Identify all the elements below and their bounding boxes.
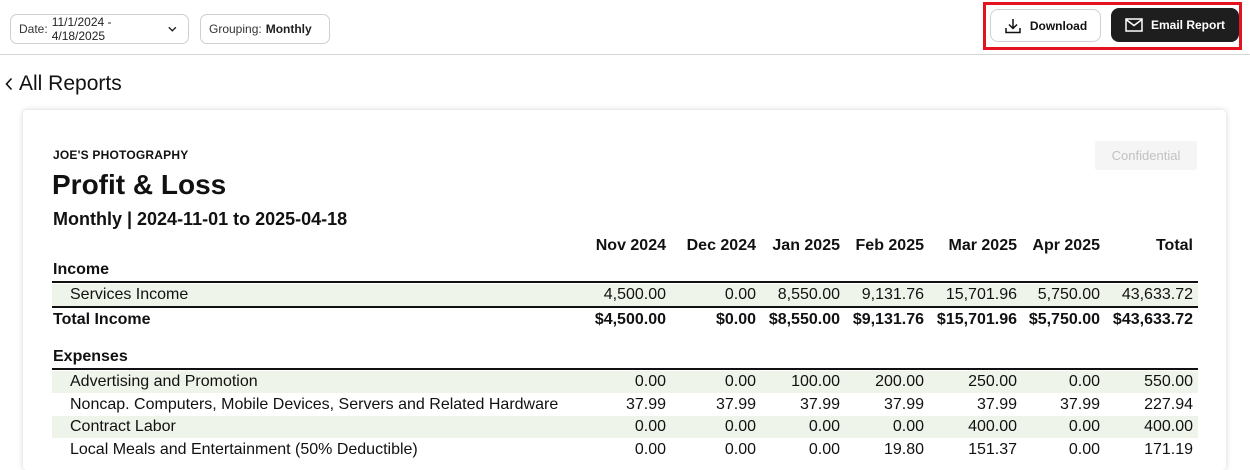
- report-toolbar: Date: 11/1/2024 - 4/18/2025 Grouping: Mo…: [0, 0, 1250, 55]
- download-button[interactable]: Download: [990, 9, 1101, 42]
- table-row: Advertising and Promotion 0.00 0.00 100.…: [52, 371, 1198, 393]
- cell-value: 250.00: [968, 373, 1017, 390]
- envelope-icon: [1125, 18, 1143, 32]
- cell-value: 37.99: [715, 396, 756, 413]
- cell-value: 0.00: [1068, 441, 1100, 458]
- total-value: $9,131.76: [852, 311, 924, 328]
- cell-value: 9,131.76: [861, 286, 924, 303]
- table-row: Services Income 4,500.00 0.00 8,550.00 9…: [52, 284, 1198, 306]
- cell-value: 5,750.00: [1037, 286, 1100, 303]
- highlight-box: [983, 2, 1242, 50]
- report-card: JOE'S PHOTOGRAPHY Profit & Loss Monthly …: [23, 110, 1226, 470]
- cell-value: 43,633.72: [1121, 286, 1193, 303]
- total-value: $0.00: [715, 311, 756, 328]
- all-reports-label: All Reports: [19, 72, 122, 95]
- total-value: $8,550.00: [768, 311, 840, 328]
- email-report-button[interactable]: Email Report: [1111, 8, 1239, 42]
- grouping-filter[interactable]: Grouping: Monthly: [200, 14, 330, 44]
- cell-value: 15,701.96: [945, 286, 1017, 303]
- account-name: Noncap. Computers, Mobile Devices, Serve…: [70, 396, 559, 413]
- cell-value: 4,500.00: [603, 286, 666, 303]
- cell-value: 0.00: [724, 418, 756, 435]
- total-label: Total Income: [53, 311, 151, 328]
- download-icon: [1005, 18, 1021, 33]
- cell-value: 0.00: [634, 441, 666, 458]
- cell-value: 400.00: [1144, 418, 1193, 435]
- cell-value: 550.00: [1144, 373, 1193, 390]
- total-value: $43,633.72: [1112, 311, 1193, 328]
- date-range-filter[interactable]: Date: 11/1/2024 - 4/18/2025: [10, 14, 189, 44]
- grouping-filter-value: Monthly: [265, 22, 312, 36]
- report-subtitle: Monthly | 2024-11-01 to 2025-04-18: [53, 209, 348, 229]
- total-row: Total Income $4,500.00 $0.00 $8,550.00 $…: [52, 309, 1198, 331]
- chevron-down-icon: [168, 26, 177, 32]
- cell-value: 37.99: [1059, 396, 1100, 413]
- email-report-label: Email Report: [1150, 18, 1225, 32]
- account-name: Advertising and Promotion: [70, 373, 258, 390]
- column-header: Jan 2025: [772, 237, 840, 254]
- cell-value: 37.99: [883, 396, 924, 413]
- column-header: Feb 2025: [855, 237, 924, 254]
- total-divider: [52, 306, 1198, 308]
- cell-value: 100.00: [791, 373, 840, 390]
- grouping-filter-label: Grouping:: [209, 22, 262, 36]
- cell-value: 0.00: [634, 373, 666, 390]
- table-row: Contract Labor 0.00 0.00 0.00 0.00 400.0…: [52, 416, 1198, 438]
- total-value: $4,500.00: [594, 311, 666, 328]
- all-reports-link[interactable]: All Reports: [5, 72, 122, 96]
- cell-value: 37.99: [799, 396, 840, 413]
- column-header: Apr 2025: [1032, 237, 1100, 254]
- cell-value: 19.80: [883, 441, 924, 458]
- cell-value: 0.00: [724, 373, 756, 390]
- cell-value: 8,550.00: [777, 286, 840, 303]
- cell-value: 171.19: [1144, 441, 1193, 458]
- total-value: $15,701.96: [936, 311, 1017, 328]
- cell-value: 200.00: [875, 373, 924, 390]
- table-row: Local Meals and Entertainment (50% Deduc…: [52, 439, 1198, 461]
- table-row: Noncap. Computers, Mobile Devices, Serve…: [52, 394, 1198, 416]
- cell-value: 227.94: [1144, 396, 1193, 413]
- company-name: JOE'S PHOTOGRAPHY: [53, 148, 189, 162]
- cell-value: 0.00: [808, 418, 840, 435]
- account-name: Services Income: [70, 286, 189, 303]
- column-header: Dec 2024: [686, 237, 756, 254]
- expenses-heading: Expenses: [53, 348, 128, 365]
- date-filter-label: Date:: [19, 22, 48, 36]
- report-title: Profit & Loss: [52, 169, 227, 200]
- cell-value: 400.00: [968, 418, 1017, 435]
- column-header: Total: [1155, 237, 1193, 254]
- cell-value: 0.00: [724, 286, 756, 303]
- download-label: Download: [1029, 18, 1088, 33]
- cell-value: 37.99: [976, 396, 1017, 413]
- cell-value: 0.00: [634, 418, 666, 435]
- date-filter-value: 11/1/2024 - 4/18/2025: [51, 15, 112, 43]
- total-value: $5,750.00: [1028, 311, 1100, 328]
- column-header: Mar 2025: [948, 237, 1018, 254]
- cell-value: 0.00: [1068, 373, 1100, 390]
- account-name: Local Meals and Entertainment (50% Deduc…: [70, 441, 418, 458]
- section-divider: [52, 368, 1198, 370]
- confidential-badge: Confidential: [1095, 141, 1197, 170]
- section-divider: [52, 281, 1198, 283]
- income-heading: Income: [53, 261, 110, 278]
- column-header: Nov 2024: [595, 237, 666, 254]
- cell-value: 0.00: [892, 418, 924, 435]
- cell-value: 0.00: [1068, 418, 1100, 435]
- chevron-left-icon: [5, 77, 13, 91]
- account-name: Contract Labor: [70, 418, 176, 435]
- cell-value: 37.99: [625, 396, 666, 413]
